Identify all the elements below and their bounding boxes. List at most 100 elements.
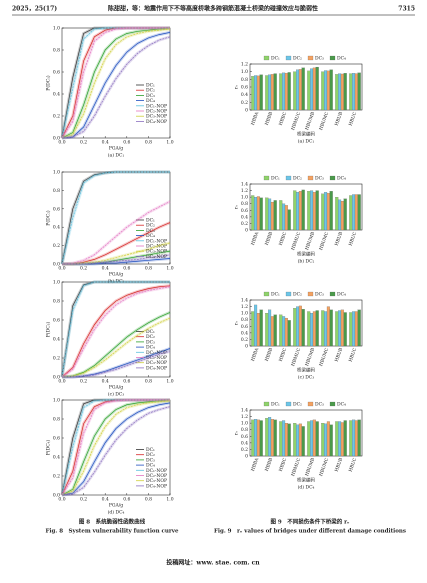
legend-label: DC₂-NOP (146, 109, 167, 115)
bar (312, 192, 316, 231)
subtitle: (d) DC₄ (108, 509, 125, 516)
bar (324, 311, 328, 347)
bar (279, 73, 283, 111)
bar (326, 421, 330, 457)
legend-swatch (329, 55, 336, 61)
x-tick-label: 0.4 (102, 379, 109, 385)
bar (354, 420, 358, 457)
x-tick-label: HBUMC (318, 457, 330, 477)
bar (315, 310, 319, 347)
x-tick-label: 0.4 (102, 497, 109, 503)
bar (298, 423, 302, 457)
bar (338, 199, 342, 231)
x-tick-label: 0.8 (145, 140, 152, 146)
y-tick-label: 1.2 (241, 304, 248, 310)
bar (352, 73, 356, 111)
legend-label: DC₄ (146, 233, 155, 239)
bar (254, 197, 258, 231)
bar (324, 70, 328, 111)
bar (310, 190, 314, 231)
legend-swatch (285, 291, 292, 297)
x-tick-label: 0.2 (80, 497, 87, 503)
bar (268, 198, 272, 231)
y-tick-label: 0.4 (241, 330, 248, 336)
legend-swatch (307, 55, 314, 61)
y-tick-label: 1.0 (241, 311, 248, 317)
x-tick-label: HBBC (278, 457, 289, 473)
bar (287, 209, 291, 231)
legend-label: DC₄ (337, 402, 346, 408)
bar (324, 192, 328, 231)
legend-swatch (263, 291, 270, 297)
bar (256, 75, 260, 111)
x-axis-label: 桥梁编码 (297, 367, 315, 374)
bar (321, 310, 325, 347)
y-tick-label: 0.6 (241, 434, 248, 440)
bar (279, 314, 283, 347)
legend-swatch (285, 175, 292, 181)
bar (265, 197, 269, 231)
bar (354, 194, 358, 231)
x-tick-label: 1.0 (166, 379, 173, 385)
y-tick-label: 0.4 (53, 92, 60, 98)
bar (340, 422, 344, 457)
legend-label: DC₄-NOP (146, 365, 167, 371)
bar (270, 419, 274, 457)
bar (312, 67, 316, 111)
bar (284, 423, 288, 457)
fragility-curve (61, 27, 170, 139)
bar (287, 72, 291, 111)
x-tick-label: 0.2 (80, 140, 87, 146)
fragility-curve (61, 399, 170, 496)
fragility-curve (61, 32, 171, 139)
subtitle: (d) DC₄ (298, 484, 315, 491)
legend-swatch (329, 175, 336, 181)
legend-label: DC₂ (146, 452, 155, 458)
y-tick-label: 0.2 (53, 356, 60, 362)
legend-label: DC₂ (293, 176, 302, 182)
legend-label: DC₁-NOP (146, 350, 167, 356)
x-tick-label: 0.8 (145, 497, 152, 503)
y-tick-label: 0.2 (53, 474, 60, 480)
x-axis-label: PGA/g (109, 272, 123, 278)
y-tick-label: 0.4 (53, 455, 60, 461)
bar (296, 306, 300, 347)
bar (343, 420, 347, 457)
legend-label: DC₄ (337, 176, 346, 182)
x-tick-label: HBBC (278, 111, 289, 127)
fragility-curve (61, 285, 171, 378)
fragility-curve (62, 254, 171, 265)
bar (326, 193, 330, 231)
y-tick-label: 1.0 (53, 26, 60, 32)
bar (340, 200, 344, 231)
running-title: 陈甜甜，等：地震作用下不等高度桥墩多跨钢筋混凝土桥梁的碰撞效应与脆弱性 (108, 5, 318, 13)
bar (251, 419, 255, 457)
bar (335, 311, 339, 347)
legend-label: DC₁ (271, 176, 280, 182)
x-tick-label: 1.0 (166, 497, 173, 503)
y-axis-label: rₑ (235, 85, 240, 89)
y-tick-label: 0.4 (241, 440, 248, 446)
bar (307, 191, 311, 231)
bar (352, 194, 356, 231)
bar (343, 73, 347, 111)
y-tick-label: 0.6 (241, 324, 248, 330)
legend-label: DC₂-NOP (146, 355, 167, 361)
legend-label: DC₄ (337, 56, 346, 62)
y-tick-label: 0.2 (53, 114, 60, 120)
bar (270, 316, 274, 347)
x-tick-label: HBMUC (290, 111, 302, 131)
bar (329, 424, 333, 457)
bar (287, 423, 291, 457)
bar (287, 320, 291, 347)
bar (312, 419, 316, 457)
legend-label: DC₃-NOP (146, 249, 167, 255)
y-tick-label: 1.0 (241, 195, 248, 201)
bar (343, 312, 347, 347)
y-tick-label: 0.8 (241, 427, 248, 433)
legend-swatch (329, 291, 336, 297)
bar (310, 313, 314, 347)
x-tick-label: HBUMB (304, 347, 316, 367)
legend-label: DC₂ (293, 56, 302, 62)
y-tick-label: 0.2 (241, 221, 248, 227)
